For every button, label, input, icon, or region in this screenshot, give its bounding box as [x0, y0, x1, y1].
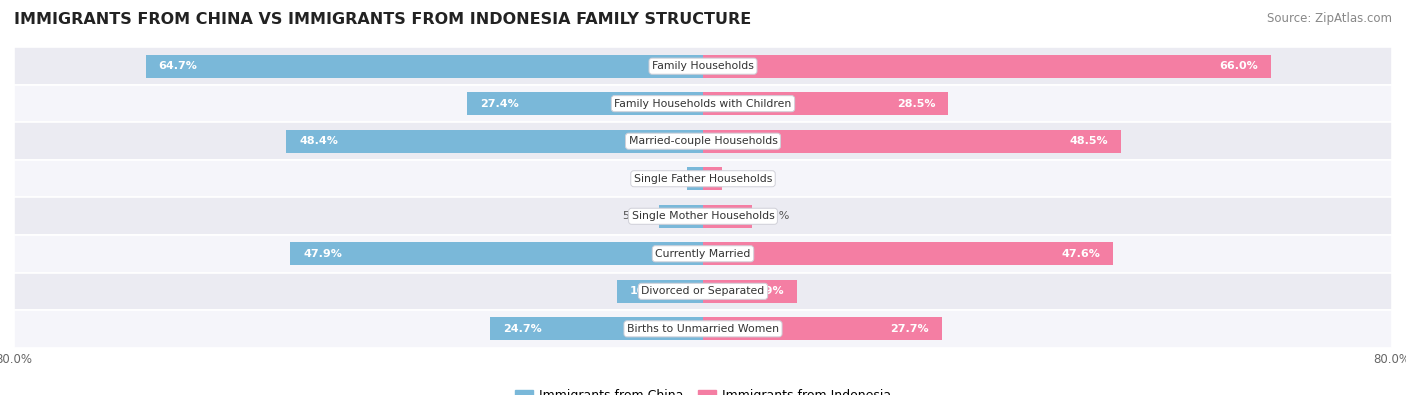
Text: 2.2%: 2.2% — [731, 174, 759, 184]
Text: Family Households with Children: Family Households with Children — [614, 99, 792, 109]
Text: Single Father Households: Single Father Households — [634, 174, 772, 184]
Text: 27.7%: 27.7% — [890, 324, 928, 334]
Text: 47.6%: 47.6% — [1062, 249, 1099, 259]
Bar — [467, 92, 703, 115]
Bar — [688, 167, 703, 190]
Bar — [14, 273, 1392, 310]
Legend: Immigrants from China, Immigrants from Indonesia: Immigrants from China, Immigrants from I… — [510, 384, 896, 395]
Bar — [146, 55, 703, 78]
Text: 48.5%: 48.5% — [1069, 136, 1108, 146]
Bar — [287, 130, 703, 153]
Bar — [703, 280, 797, 303]
Text: 48.4%: 48.4% — [299, 136, 337, 146]
Bar — [659, 205, 703, 228]
Text: 47.9%: 47.9% — [304, 249, 342, 259]
Text: Divorced or Separated: Divorced or Separated — [641, 286, 765, 296]
Bar — [291, 242, 703, 265]
Bar — [14, 235, 1392, 273]
Bar — [14, 47, 1392, 85]
Text: Family Households: Family Households — [652, 61, 754, 71]
Bar — [703, 167, 721, 190]
Bar — [14, 85, 1392, 122]
Bar — [703, 205, 752, 228]
Bar — [703, 92, 949, 115]
Bar — [617, 280, 703, 303]
Bar — [703, 130, 1121, 153]
Text: Currently Married: Currently Married — [655, 249, 751, 259]
Bar — [14, 160, 1392, 198]
Text: Source: ZipAtlas.com: Source: ZipAtlas.com — [1267, 12, 1392, 25]
Bar — [491, 317, 703, 340]
Text: 1.8%: 1.8% — [651, 174, 679, 184]
Bar — [14, 122, 1392, 160]
Bar — [703, 55, 1271, 78]
Text: 28.5%: 28.5% — [897, 99, 935, 109]
Text: 66.0%: 66.0% — [1220, 61, 1258, 71]
Text: Single Mother Households: Single Mother Households — [631, 211, 775, 221]
Bar — [14, 198, 1392, 235]
Text: 5.1%: 5.1% — [623, 211, 651, 221]
Text: 10.9%: 10.9% — [745, 286, 785, 296]
Bar — [14, 310, 1392, 348]
Text: IMMIGRANTS FROM CHINA VS IMMIGRANTS FROM INDONESIA FAMILY STRUCTURE: IMMIGRANTS FROM CHINA VS IMMIGRANTS FROM… — [14, 12, 751, 27]
Text: 10.0%: 10.0% — [630, 286, 668, 296]
Text: 5.7%: 5.7% — [761, 211, 789, 221]
Text: 64.7%: 64.7% — [159, 61, 198, 71]
Bar — [703, 317, 942, 340]
Text: 27.4%: 27.4% — [479, 99, 519, 109]
Bar — [703, 242, 1114, 265]
Text: Married-couple Households: Married-couple Households — [628, 136, 778, 146]
Text: Births to Unmarried Women: Births to Unmarried Women — [627, 324, 779, 334]
Text: 24.7%: 24.7% — [503, 324, 541, 334]
